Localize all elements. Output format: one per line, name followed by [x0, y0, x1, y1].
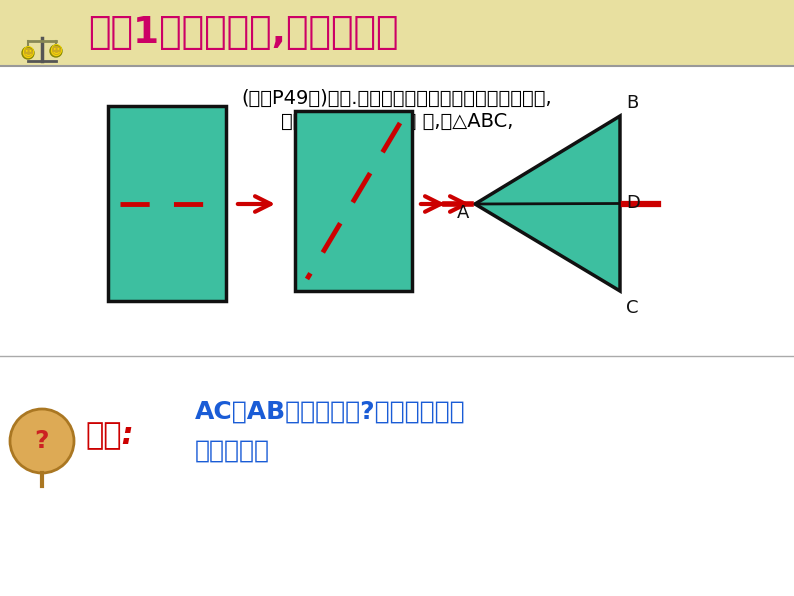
Text: C: C — [626, 299, 638, 317]
Text: A: A — [457, 204, 469, 222]
Text: D: D — [626, 194, 640, 213]
Text: 探索:: 探索: — [85, 421, 133, 451]
Polygon shape — [475, 116, 620, 291]
Circle shape — [22, 47, 34, 59]
Text: B: B — [626, 94, 638, 112]
Bar — [295, 111, 412, 291]
Text: 活动1：实践观察,认识三角形: 活动1：实践观察,认识三角形 — [88, 15, 399, 51]
Text: 并剪去阴影部分,再把它展 开,得△ABC,: 并剪去阴影部分,再把它展 开,得△ABC, — [281, 111, 513, 131]
Text: (课本P49页)如图.把一张长方形纸片按图中的虚线对折,: (课本P49页)如图.把一张长方形纸片按图中的虚线对折, — [241, 88, 553, 107]
Text: AC和AB有什么关系?这个三角形有
什么特点？: AC和AB有什么关系?这个三角形有 什么特点？ — [195, 399, 465, 462]
Bar — [0, 0, 794, 66]
Bar — [108, 106, 226, 301]
Text: ☺: ☺ — [21, 48, 34, 61]
Circle shape — [10, 409, 74, 473]
Text: ?: ? — [35, 429, 49, 453]
Circle shape — [50, 45, 62, 57]
Text: ☺: ☺ — [49, 45, 63, 58]
